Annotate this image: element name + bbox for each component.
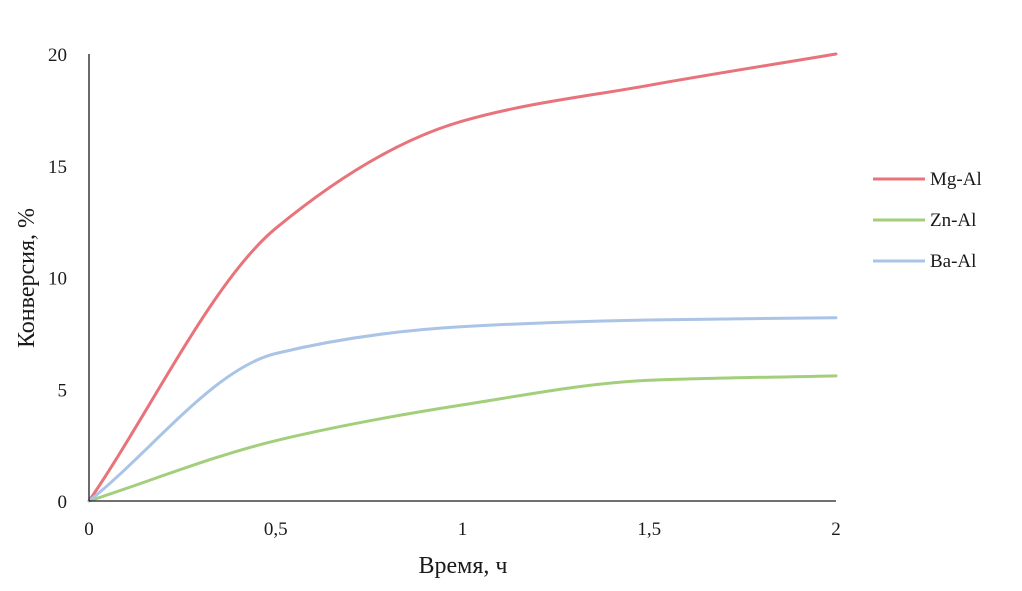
- y-tick-labels: 0 5 10 15 20: [48, 45, 67, 513]
- legend-label-zn-al: Zn-Al: [930, 210, 976, 231]
- x-tick-labels: 0 0,5 1 1,5 2: [84, 519, 841, 540]
- y-tick-label: 20: [48, 45, 67, 66]
- x-tick-label: 0: [84, 519, 94, 540]
- x-axis-title: Время, ч: [419, 553, 508, 579]
- x-tick-label: 1,5: [637, 519, 661, 540]
- y-tick-label: 0: [58, 492, 68, 513]
- series-line-zn-al: [87, 374, 838, 503]
- y-tick-label: 15: [48, 157, 67, 178]
- legend: Mg-Al Zn-Al Ba-Al: [873, 169, 982, 272]
- x-tick-label: 2: [831, 519, 841, 540]
- y-axis-title: Конверсия, %: [14, 208, 40, 348]
- legend-label-ba-al: Ba-Al: [930, 251, 976, 272]
- y-tick-label: 5: [58, 380, 68, 401]
- series-line-ba-al: [87, 316, 838, 503]
- x-tick-label: 1: [458, 519, 468, 540]
- x-tick-label: 0,5: [264, 519, 288, 540]
- y-tick-label: 10: [48, 269, 67, 290]
- series-line-mg-al: [87, 52, 838, 503]
- plot-lines: [87, 52, 838, 503]
- legend-label-mg-al: Mg-Al: [930, 169, 982, 190]
